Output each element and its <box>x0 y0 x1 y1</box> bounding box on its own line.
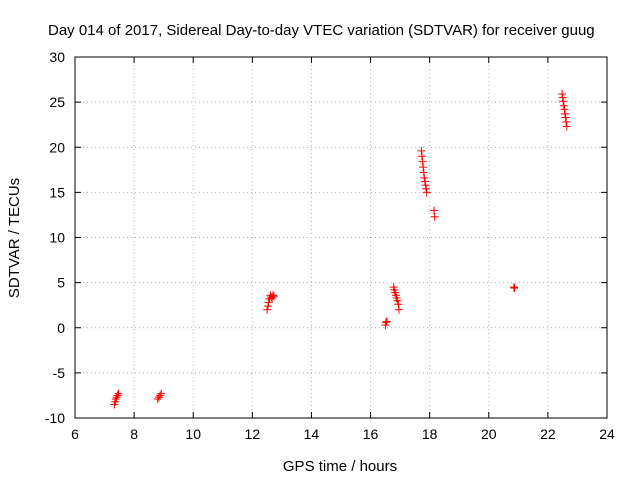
data-point <box>559 101 568 110</box>
data-point <box>394 305 403 314</box>
y-tick-label: 5 <box>57 275 65 291</box>
x-tick-label: 8 <box>130 426 138 442</box>
data-point <box>381 318 390 327</box>
data-point <box>113 391 122 400</box>
x-tick-label: 24 <box>599 426 615 442</box>
data-point <box>422 184 431 193</box>
y-tick-label: 20 <box>49 139 65 155</box>
data-point <box>561 109 570 118</box>
data-point <box>156 391 165 400</box>
data-point <box>420 173 429 182</box>
data-point <box>417 152 426 161</box>
x-tick-label: 10 <box>185 426 201 442</box>
data-point <box>394 300 403 309</box>
x-tick-label: 6 <box>71 426 79 442</box>
x-tick-label: 20 <box>481 426 497 442</box>
y-tick-label: 25 <box>49 94 65 110</box>
data-point <box>263 305 272 314</box>
data-point <box>264 298 273 307</box>
data-point <box>111 395 120 404</box>
grid <box>75 57 607 418</box>
y-tick-label: 10 <box>49 230 65 246</box>
data-point <box>112 393 121 402</box>
y-tick-labels: -10 -5 0 5 10 15 20 25 30 <box>45 49 65 426</box>
y-axis-label: SDTVAR / TECUs <box>6 178 23 298</box>
y-tick-label: 0 <box>57 320 65 336</box>
data-point <box>562 122 571 131</box>
data-point <box>382 317 391 326</box>
axis-ticks <box>74 56 608 419</box>
data-point <box>421 181 430 190</box>
x-axis-label: GPS time / hours <box>283 458 397 475</box>
x-tick-label: 16 <box>363 426 379 442</box>
data-point <box>561 113 570 122</box>
data-point <box>114 389 123 398</box>
y-tick-label: -5 <box>53 365 66 381</box>
data-point <box>558 93 567 102</box>
data-point <box>419 163 428 172</box>
data-point <box>393 296 402 305</box>
x-tick-label: 22 <box>540 426 556 442</box>
data-point <box>510 284 519 293</box>
x-tick-label: 14 <box>304 426 320 442</box>
y-tick-label: 15 <box>49 184 65 200</box>
data-point <box>157 389 166 398</box>
data-point <box>562 117 571 126</box>
data-point <box>509 283 518 292</box>
y-tick-label: -10 <box>45 410 65 426</box>
data-point <box>559 97 568 106</box>
data-point <box>420 177 429 186</box>
x-tick-label: 18 <box>422 426 438 442</box>
chart-title: Day 014 of 2017, Sidereal Day-to-day VTE… <box>48 22 595 39</box>
data-point <box>560 105 569 114</box>
data-point <box>269 291 278 300</box>
data-point <box>422 188 431 197</box>
x-tick-labels: 6 8 10 12 14 16 18 20 22 24 <box>71 426 615 442</box>
x-tick-label: 12 <box>245 426 261 442</box>
data-point <box>418 157 427 166</box>
data-point <box>417 146 426 155</box>
data-point <box>430 212 439 221</box>
data-point <box>263 302 272 311</box>
y-tick-label: 30 <box>49 49 65 65</box>
data-point <box>558 90 567 99</box>
data-point <box>430 206 439 215</box>
data-point <box>419 168 428 177</box>
data-points <box>110 90 571 409</box>
data-point <box>269 292 278 301</box>
